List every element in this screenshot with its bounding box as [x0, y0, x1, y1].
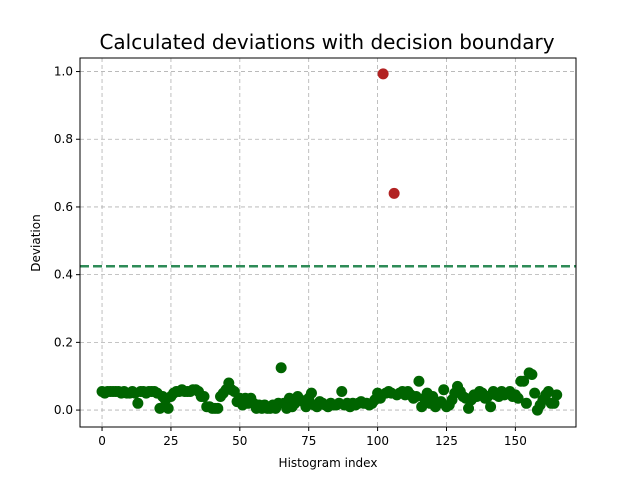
x-tick-label: 100 [366, 434, 389, 448]
data-point [512, 392, 524, 404]
y-axis-label: Deviation [29, 214, 43, 271]
x-tick-label: 50 [232, 434, 247, 448]
y-tick-label: 0.0 [54, 403, 73, 417]
data-point [212, 402, 224, 414]
x-tick-label: 150 [504, 434, 527, 448]
data-point [416, 401, 428, 413]
data-point [526, 369, 538, 381]
data-point [154, 402, 166, 414]
x-tick-label: 125 [435, 434, 458, 448]
data-point [198, 391, 210, 403]
data-point [485, 401, 497, 413]
data-point [410, 391, 422, 403]
data-point [300, 401, 312, 413]
x-axis-ticks: 0 25 50 75 100 125 150 [98, 427, 527, 448]
data-point [275, 362, 287, 374]
data-point [529, 387, 541, 399]
data-point [542, 385, 554, 397]
y-tick-label: 1.0 [54, 65, 73, 79]
data-point [438, 384, 450, 396]
grid-lines [80, 58, 576, 427]
y-axis-ticks: 0.0 0.2 0.4 0.6 0.8 1.0 [54, 65, 80, 417]
data-point [548, 397, 560, 409]
data-point [413, 375, 425, 387]
plot-frame [79, 57, 577, 428]
x-tick-label: 0 [98, 434, 106, 448]
x-tick-label: 25 [163, 434, 178, 448]
y-tick-label: 0.6 [54, 200, 73, 214]
y-tick-label: 0.8 [54, 132, 73, 146]
data-point [132, 397, 144, 409]
x-axis-label: Histogram index [279, 456, 378, 470]
chart-title: Calculated deviations with decision boun… [99, 30, 554, 54]
y-tick-label: 0.2 [54, 335, 73, 349]
data-point [162, 402, 174, 414]
data-point [520, 397, 532, 409]
x-tick-label: 75 [301, 434, 316, 448]
data-point [305, 387, 317, 399]
anomaly-point [388, 187, 400, 199]
data-point [518, 375, 530, 387]
data-points [96, 68, 563, 416]
data-point [336, 385, 348, 397]
data-point [551, 389, 563, 401]
y-tick-label: 0.4 [54, 268, 73, 282]
data-point [463, 402, 475, 414]
anomaly-point [377, 68, 389, 80]
